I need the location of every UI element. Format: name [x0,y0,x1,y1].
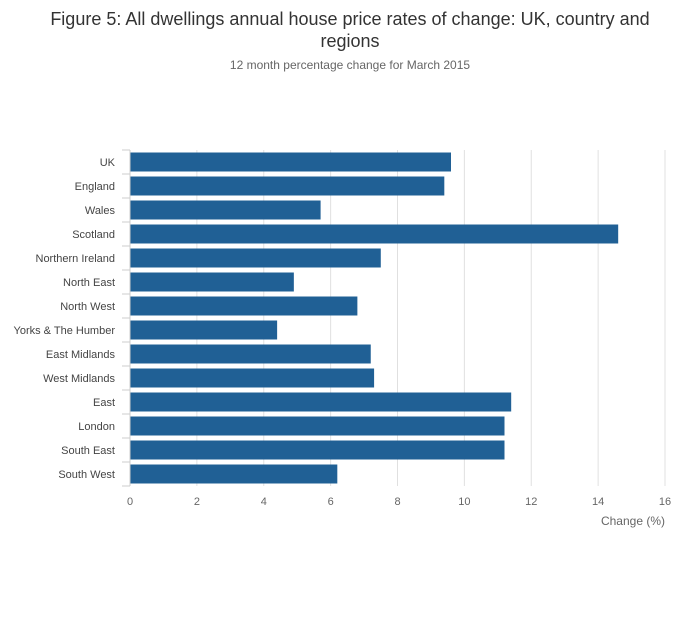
bar[interactable] [130,272,294,292]
category-label: England [75,181,115,193]
category-label: South East [61,445,115,457]
category-label: UK [100,157,116,169]
bars [130,152,619,484]
x-axis-label: Change (%) [601,514,665,528]
x-tick-label: 0 [127,496,133,508]
gridlines [196,150,666,486]
category-label: North East [63,277,115,289]
x-tick-label: 10 [458,496,470,508]
x-tick-label: 6 [328,496,334,508]
bar[interactable] [130,392,512,412]
bar[interactable] [130,440,505,460]
chart-title: Figure 5: All dwellings annual house pri… [50,9,650,51]
x-tick-label: 12 [525,496,537,508]
bar[interactable] [130,344,371,364]
bar[interactable] [130,200,321,220]
bar[interactable] [130,320,278,340]
category-label: East [93,397,115,409]
category-label: Scotland [72,229,115,241]
x-tick-label: 16 [659,496,671,508]
bar[interactable] [130,464,338,484]
x-tick-label: 8 [394,496,400,508]
category-label: East Midlands [46,349,116,361]
category-label: Northern Ireland [36,253,116,265]
x-tick-label: 4 [261,496,267,508]
category-label: London [78,421,115,433]
x-axis-ticks: 0 2 4 6 8 10 12 14 16 [127,496,671,508]
category-label: West Midlands [43,373,115,385]
category-label: North West [60,301,115,313]
bar[interactable] [130,416,505,436]
bar[interactable] [130,224,619,244]
category-label: Yorks & The Humber [14,325,116,337]
category-labels: UK England Wales Scotland Northern Ireland No… [14,149,130,487]
bar[interactable] [130,152,451,172]
x-tick-label: 2 [194,496,200,508]
bar[interactable] [130,248,381,268]
category-label: Wales [85,205,116,217]
category-label: South West [58,469,115,481]
bar[interactable] [130,296,358,316]
bar[interactable] [130,176,445,196]
chart-subtitle: 12 month percentage change for March 201… [229,58,471,72]
x-tick-label: 14 [592,496,604,508]
bar[interactable] [130,368,375,388]
